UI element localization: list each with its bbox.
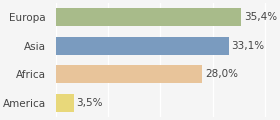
Text: 28,0%: 28,0% xyxy=(205,69,238,79)
Bar xyxy=(56,94,74,112)
Bar xyxy=(56,8,241,26)
Text: 33,1%: 33,1% xyxy=(232,41,265,51)
Text: 3,5%: 3,5% xyxy=(76,98,103,108)
Text: 35,4%: 35,4% xyxy=(244,12,277,22)
Bar xyxy=(56,65,202,83)
Bar xyxy=(56,37,229,55)
